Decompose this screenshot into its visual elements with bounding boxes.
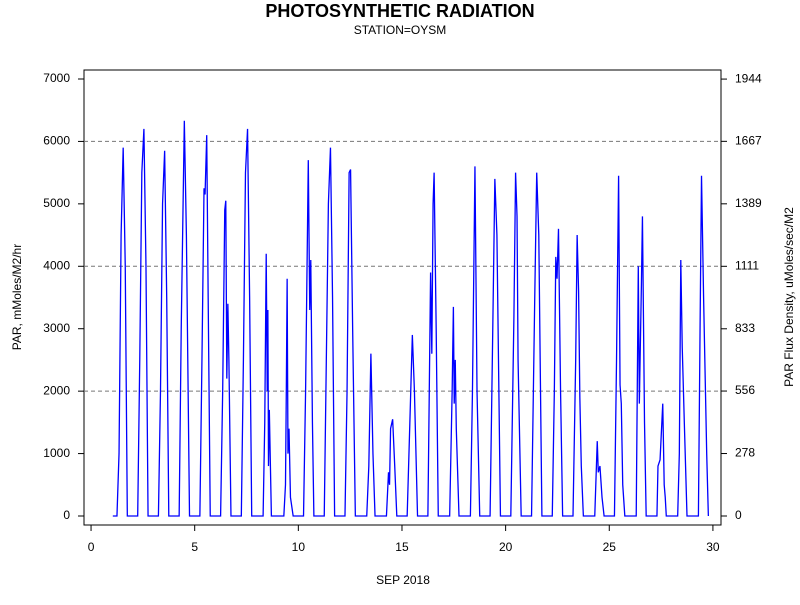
y2-tick-label: 1667 — [735, 134, 762, 148]
chart-subtitle: STATION=OYSM — [354, 23, 447, 37]
y-axis-label: PAR, mMoles/M2/hr — [10, 244, 24, 350]
x-tick-label: 15 — [395, 540, 409, 554]
y2-tick-label: 556 — [735, 383, 755, 397]
y-tick-label: 4000 — [43, 258, 70, 272]
x-tick-label: 25 — [603, 540, 617, 554]
data-line — [112, 120, 710, 517]
y2-tick-label: 1389 — [735, 196, 762, 210]
y-tick-label: 2000 — [43, 383, 70, 397]
y-tick-label: 3000 — [43, 321, 70, 335]
x-tick-label: 30 — [706, 540, 720, 554]
y2-tick-label: 1944 — [735, 71, 762, 85]
plot-frame — [83, 69, 722, 526]
x-tick-label: 20 — [499, 540, 513, 554]
y2-tick-label: 833 — [735, 321, 755, 335]
y-tick-label: 6000 — [43, 134, 70, 148]
x-tick-label: 10 — [292, 540, 306, 554]
chart-title: PHOTOSYNTHETIC RADIATION — [265, 1, 534, 21]
y2-tick-label: 0 — [735, 508, 742, 522]
x-tick-label: 5 — [191, 540, 198, 554]
y-tick-label: 1000 — [43, 446, 70, 460]
x-tick-label: 0 — [88, 540, 95, 554]
y2-tick-label: 1111 — [735, 258, 759, 272]
y2-axis-label: PAR Flux Density, uMoles/sec/M2 — [782, 207, 796, 387]
y-tick-label: 0 — [63, 508, 70, 522]
y2-tick-label: 278 — [735, 446, 755, 460]
x-axis-label: SEP 2018 — [376, 573, 430, 587]
y-tick-label: 7000 — [43, 71, 70, 85]
y-tick-label: 5000 — [43, 196, 70, 210]
